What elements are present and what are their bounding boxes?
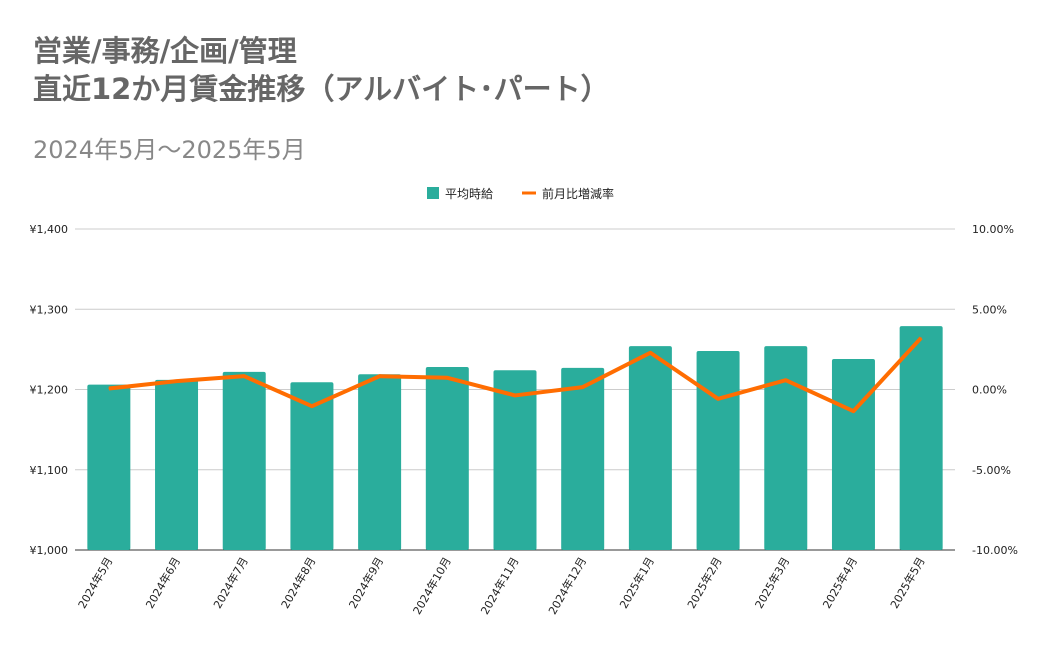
bar — [493, 370, 537, 550]
title-line-2: 直近12か月賃金推移（アルバイト･パート） — [33, 72, 610, 106]
line-point — [243, 375, 245, 377]
left-tick-label: ¥1,400 — [30, 223, 69, 236]
x-tick-label: 2025年5月 — [887, 555, 928, 611]
line-point — [785, 379, 787, 381]
line-point — [852, 410, 854, 412]
x-tick-label: 2024年12月 — [545, 555, 589, 617]
line-point — [176, 380, 178, 382]
left-tick-label: ¥1,300 — [30, 303, 69, 316]
right-tick-label: -10.00% — [972, 544, 1018, 557]
x-tick-label: 2024年11月 — [477, 555, 521, 617]
title-line-1: 営業/事務/企画/管理 — [33, 34, 297, 68]
bar — [696, 350, 740, 550]
legend-bar-label: 平均時給 — [445, 187, 493, 201]
right-tick-label: 0.00% — [972, 384, 1007, 397]
x-tick-label: 2024年8月 — [278, 555, 319, 611]
line-point — [514, 394, 516, 396]
x-tick-label: 2024年7月 — [210, 555, 251, 611]
left-tick-label: ¥1,200 — [30, 384, 69, 397]
bar — [899, 326, 943, 550]
bar — [222, 371, 266, 550]
bar — [764, 346, 808, 550]
left-tick-label: ¥1,000 — [30, 544, 69, 557]
legend-bar-swatch — [427, 187, 439, 199]
bar — [290, 382, 334, 550]
chart-title: 営業/事務/企画/管理直近12か月賃金推移（アルバイト･パート） — [33, 32, 610, 108]
bar — [628, 346, 672, 550]
legend-line-label: 前月比増減率 — [542, 186, 614, 201]
line-point — [108, 388, 110, 390]
right-tick-label: -5.00% — [972, 464, 1011, 477]
x-tick-label: 2024年6月 — [143, 555, 184, 611]
line-point — [582, 386, 584, 388]
x-tick-label: 2025年1月 — [616, 555, 657, 611]
x-tick-label: 2025年3月 — [752, 555, 793, 611]
bar — [155, 379, 199, 550]
bar — [358, 374, 402, 550]
bar — [87, 384, 131, 550]
bar — [831, 359, 875, 550]
right-tick-label: 10.00% — [972, 223, 1014, 236]
x-tick-label: 2024年5月 — [75, 555, 116, 611]
x-tick-label: 2025年4月 — [819, 555, 860, 611]
bar — [425, 367, 469, 550]
x-tick-label: 2024年9月 — [346, 555, 387, 611]
x-tick-label: 2025年2月 — [684, 555, 725, 611]
line-point — [920, 337, 922, 339]
bar — [561, 367, 605, 550]
line-point — [446, 377, 448, 379]
line-point — [649, 352, 651, 354]
line-point — [379, 375, 381, 377]
line-point — [717, 398, 719, 400]
line-point — [311, 405, 313, 407]
chart-subtitle: 2024年5月～2025年5月 — [33, 136, 306, 164]
right-tick-label: 5.00% — [972, 303, 1007, 316]
x-tick-label: 2024年10月 — [410, 555, 454, 617]
left-tick-label: ¥1,100 — [30, 464, 69, 477]
